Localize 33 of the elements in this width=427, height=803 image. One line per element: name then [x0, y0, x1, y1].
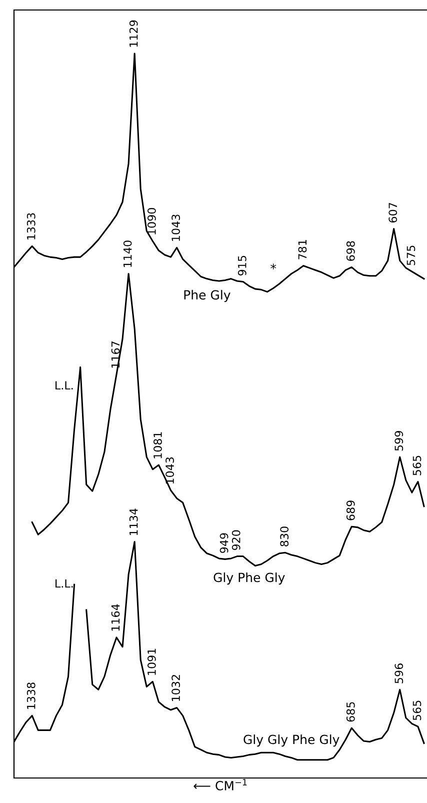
annotation: 1338: [26, 682, 36, 709]
annotation: 915: [238, 256, 246, 276]
annotation: 1081: [154, 432, 162, 458]
series-label: Phe Gly: [184, 290, 230, 302]
annotation: 565: [412, 700, 422, 720]
annotation: 689: [346, 500, 355, 520]
annotation: 1333: [26, 213, 36, 240]
annotation: 920: [232, 530, 240, 550]
annotation: L.L.: [56, 579, 73, 588]
annotation: 1164: [111, 604, 120, 631]
annotation: 1140: [123, 240, 132, 267]
annotation: *: [270, 264, 276, 270]
annotation: 1091: [147, 648, 156, 675]
annotation: 599: [394, 431, 404, 451]
annotation: 830: [280, 526, 289, 546]
annotation: 1043: [172, 214, 180, 241]
annotation: 596: [394, 664, 404, 684]
annotation: 575: [406, 246, 416, 266]
annotation: 685: [346, 702, 355, 722]
annotation: 698: [346, 241, 355, 261]
annotation: L.L.: [56, 381, 73, 390]
annotation: 1032: [172, 675, 180, 701]
annotation: 1129: [129, 20, 138, 47]
annotation: 1134: [129, 508, 138, 536]
annotation: 1090: [147, 208, 156, 234]
annotation: 949: [220, 533, 228, 553]
series-label: Gly Phe Gly: [214, 572, 285, 585]
annotation: 781: [298, 240, 307, 260]
annotation: 565: [412, 456, 422, 476]
annotation: 607: [388, 202, 398, 222]
annotation: 1043: [166, 457, 174, 484]
series-label: Gly Gly Phe Gly: [244, 734, 340, 747]
x-axis-title: ⟵ CM$^{−1}$: [194, 779, 247, 790]
